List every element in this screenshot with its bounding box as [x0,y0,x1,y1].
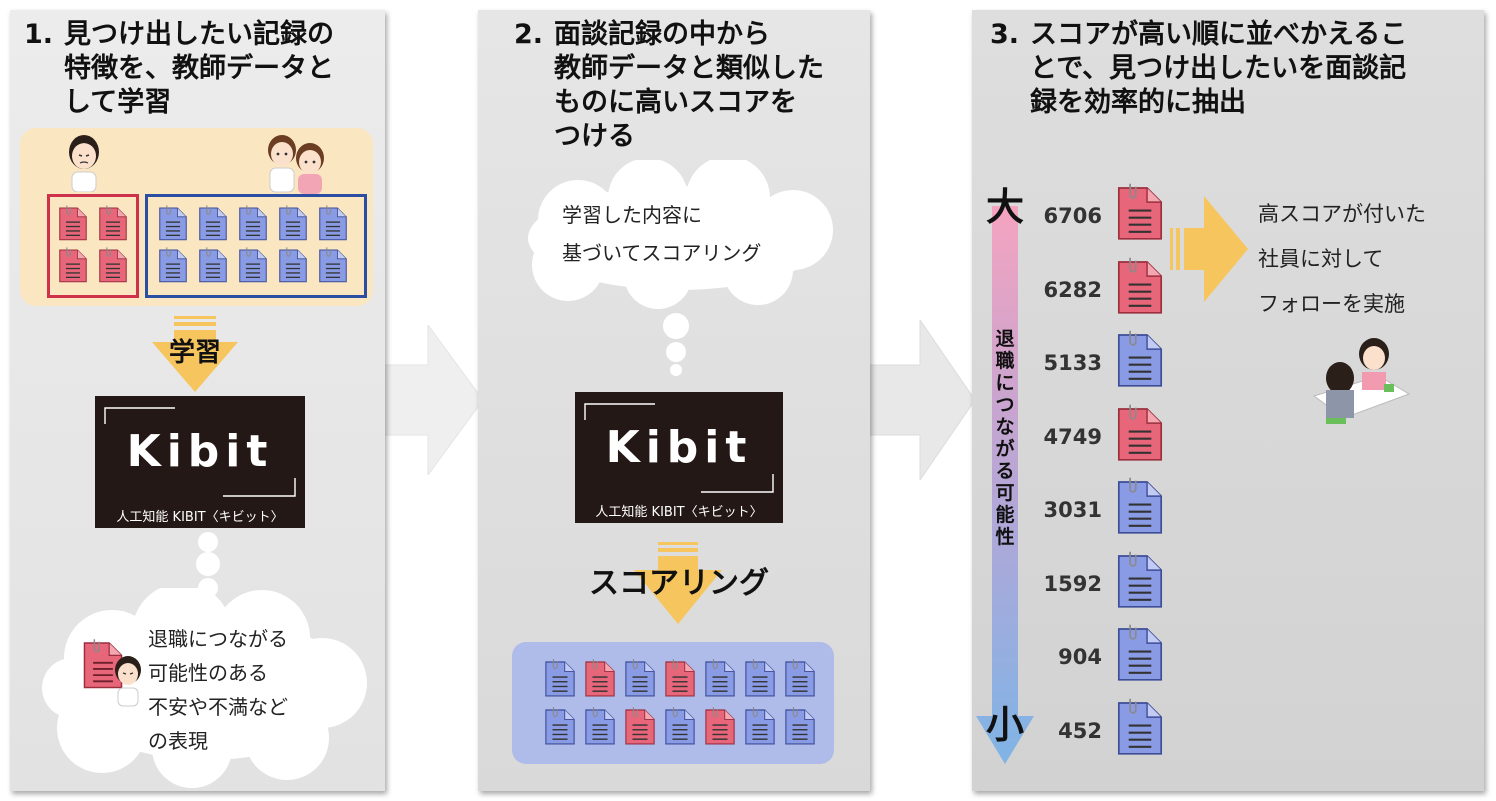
result-arrow [1170,196,1248,302]
ranked-doc-blue-icon [1116,550,1164,614]
kibit-frame-lines [104,407,296,497]
scored-doc-blue-icon [544,658,576,702]
ranked-doc-list: 6706 6282 5133 4749 3031 1592 904 452 [972,10,1172,790]
scored-doc-red-icon [704,706,736,750]
ranked-score: 904 [1058,645,1102,669]
teacher-doc-red-icon [58,246,88,288]
teacher-data-box [20,128,373,306]
flow-arrow-1 [378,325,484,475]
ranked-score: 3031 [1043,498,1102,522]
scored-doc-blue-icon [544,706,576,750]
scored-doc-blue-icon [584,706,616,750]
red-doc-frame [47,194,139,298]
ranked-score: 6282 [1043,277,1102,302]
scored-doc-blue-icon [784,706,816,750]
worried-person-icon [69,135,99,192]
step2-title: 2. 面談記録の中から 教師データと類似した ものに高いスコアを つける [514,19,824,152]
worried-face-icon [115,656,141,707]
step1-panel: 1. 見つけ出したい記録の 特徴を、教師データと して学習 [10,10,385,791]
scored-doc-blue-icon [664,706,696,750]
cloud1-text: 退職につながる 可能性のある 不安や不満など の表現 [148,627,288,753]
blue-doc-frame [145,194,367,298]
ranked-doc-red-icon [1116,403,1164,467]
ranked-doc-blue-icon [1116,697,1164,761]
followup-text: 高スコアが付いた 社員に対して フォローを実施 [1258,202,1426,316]
ranked-doc-red-icon [1116,182,1164,246]
teacher-doc-blue-icon [198,204,228,246]
teacher-doc-blue-icon [278,204,308,246]
step2-panel: 2. 面談記録の中から 教師データと類似した ものに高いスコアを つける 学習した… [478,10,870,791]
scale-arrow [976,206,1034,764]
teacher-doc-blue-icon [158,204,188,246]
cloud2-text: 学習した内容に 基づいてスコアリング [562,203,762,265]
kibit-logo-box-2: Kibit 人工知能 KIBIT〈キビット〉 [575,392,783,523]
speech-cloud-2 [528,160,833,309]
teacher-doc-blue-icon [318,246,348,288]
ranked-score: 4749 [1043,424,1102,449]
thought-bubbles-2 [663,313,689,376]
step3-title: 3. スコアが高い順に並べかえるこ とで、見つけ出したいを面談記 録を効率的に抽出 [990,19,1408,118]
teacher-doc-blue-icon [198,246,228,288]
kibit-logo-box: Kibit 人工知能 KIBIT〈キビット〉 [95,396,305,528]
flow-arrow-2 [865,320,976,480]
kibit-caption-2: 人工知能 KIBIT〈キビット〉 [595,505,763,520]
scoring-arrow [634,542,722,624]
speech-cloud-1 [42,588,367,788]
scored-doc-blue-icon [744,706,776,750]
ranked-doc-blue-icon [1116,476,1164,540]
learn-label: 学習 [168,338,221,368]
ranked-score: 5133 [1043,351,1102,375]
scored-doc-blue-icon [624,658,656,702]
step1-title: 1. 見つけ出したい記録の 特徴を、教師データと して学習 [24,19,334,118]
ranked-score: 452 [1058,718,1102,743]
teacher-doc-red-icon [58,204,88,246]
ranked-doc-blue-icon [1116,623,1164,687]
scale-axis-label: 退職につながる可能性 [995,328,1015,548]
teacher-doc-red-icon [98,246,128,288]
scale-top-label: 大 [986,185,1025,229]
scored-doc-red-icon [664,658,696,702]
ranked-doc-blue-icon [1116,329,1164,393]
learn-arrow [152,316,238,392]
teacher-doc-blue-icon [158,246,188,288]
scored-doc-blue-icon [784,658,816,702]
scored-doc-red-icon [624,706,656,750]
scored-doc-blue-icon [744,658,776,702]
step3-panel: 3. スコアが高い順に並べかえるこ とで、見つけ出したいを面談記 録を効率的に抽出… [972,10,1484,791]
scale-bottom-label: 小 [986,703,1025,747]
two-people-icon [268,135,324,194]
ranked-score: 6706 [1043,204,1102,228]
scoring-label: スコアリング [589,566,769,601]
ranked-score: 1592 [1043,571,1102,596]
kibit-frame-lines-2 [584,403,774,493]
scored-doc-grid [512,642,834,764]
scored-doc-red-icon [584,658,616,702]
scored-doc-box [512,642,834,764]
teacher-doc-blue-icon [318,204,348,246]
teacher-doc-grid [20,128,373,306]
kibit-wordmark-2: Kibit [605,422,753,473]
kibit-wordmark: Kibit [126,426,274,477]
teacher-doc-red-icon [98,204,128,246]
kibit-caption: 人工知能 KIBIT〈キビット〉 [116,510,284,525]
scored-doc-blue-icon [704,658,736,702]
ranked-doc-red-icon [1116,256,1164,320]
interview-icon [1312,338,1411,424]
teacher-doc-blue-icon [278,246,308,288]
teacher-doc-blue-icon [238,246,268,288]
teacher-doc-blue-icon [238,204,268,246]
